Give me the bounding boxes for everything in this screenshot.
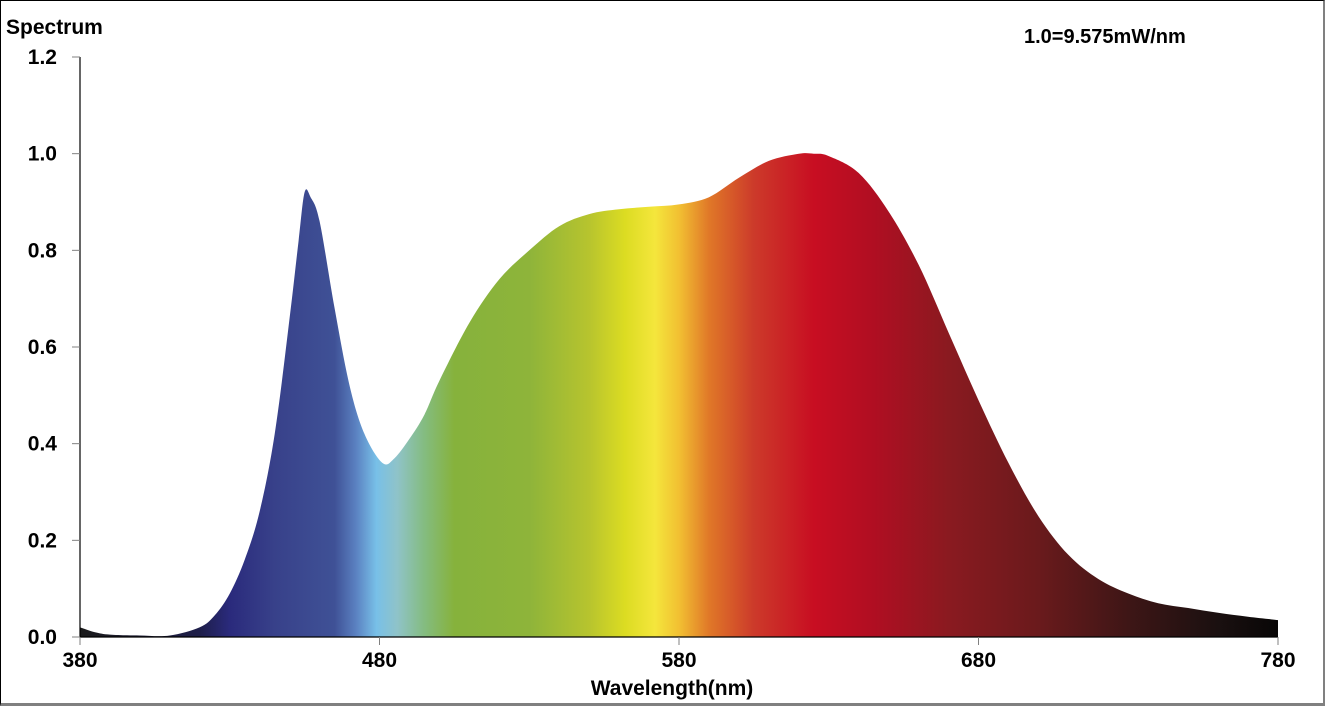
x-tick-label: 780 (1260, 649, 1295, 672)
scale-annotation: 1.0=9.575mW/nm (1024, 26, 1186, 48)
x-tick-label: 380 (62, 649, 97, 672)
x-axis-ticks: 380 480 580 680 780 (62, 637, 1296, 672)
x-tick-label: 480 (362, 649, 397, 672)
y-tick-label: 0.2 (28, 529, 57, 552)
x-tick-label: 580 (661, 649, 696, 672)
x-tick-label: 680 (961, 649, 996, 672)
y-tick-label: 0.8 (28, 239, 58, 262)
spectrum-area (80, 153, 1278, 637)
y-tick-label: 1.0 (28, 143, 57, 166)
y-tick-label: 0.0 (28, 626, 57, 649)
y-tick-label: 0.6 (28, 336, 57, 359)
x-axis-label: Wavelength(nm) (591, 677, 754, 700)
y-tick-label: 1.2 (28, 46, 57, 69)
y-tick-label: 0.4 (28, 433, 58, 456)
chart-title: Spectrum (6, 16, 103, 39)
y-axis-ticks: 0.0 0.2 0.4 0.6 0.8 1.0 1.2 (28, 46, 80, 649)
